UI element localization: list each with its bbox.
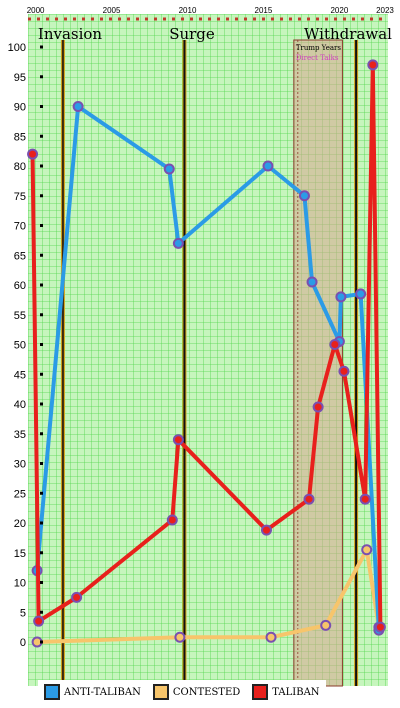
data-point-2-8 [329,339,341,350]
y-tick-0: 0 [20,637,26,649]
data-point-0-4 [262,160,274,172]
y-tick-mark-50 [40,343,43,346]
y-tick-mark-35 [40,432,43,436]
data-point-2-2 [71,591,83,603]
y-tick-35: 35 [14,429,26,441]
legend-swatch-taliban [252,684,269,700]
y-tick-100: 100 [8,42,26,54]
y-tick-mark-15 [40,551,43,555]
y-tick-20: 20 [14,518,26,530]
y-tick-mark-20 [40,521,43,525]
legend-label-taliban: TALIBAN [272,686,320,698]
y-tick-25: 25 [14,488,26,500]
data-point-2-3 [166,514,178,526]
data-point-0-2 [163,163,175,175]
legend-swatch-contested [152,684,169,700]
y-tick-mark-45 [40,372,43,376]
y-tick-mark-55 [40,313,43,317]
y-tick-95: 95 [14,72,26,84]
data-point-2-5 [260,524,272,536]
y-tick-mark-85 [40,134,43,138]
data-point-0-8 [335,291,347,303]
y-tick-30: 30 [14,459,26,471]
data-point-2-12 [374,621,386,633]
chart-legend: ANTI-TALIBAN CONTESTED TALIBAN [38,680,326,704]
y-tick-mark-80 [40,164,43,168]
y-tick-50: 50 [14,340,26,352]
x-tick-2023: 2023 [376,6,394,15]
data-point-2-4 [172,434,184,446]
y-tick-15: 15 [14,548,26,560]
x-tick-2005: 2005 [103,6,121,15]
y-tick-10: 10 [14,578,26,590]
data-point-2-0 [27,148,39,160]
y-tick-mark-30 [40,462,43,465]
y-tick-mark-5 [40,610,43,614]
y-tick-40: 40 [14,399,26,411]
data-point-1-3 [320,619,332,631]
y-tick-mark-65 [40,253,43,257]
data-point-0-9 [355,288,367,300]
event-label-0: Invasion [38,25,103,43]
y-tick-mark-90 [40,105,43,108]
event-label-2: Withdrawal [304,25,392,43]
y-tick-65: 65 [14,250,26,262]
data-point-0-1 [72,101,84,112]
event-label-1: Surge [169,25,215,43]
y-tick-mark-25 [40,491,43,495]
y-tick-mark-10 [40,581,43,584]
y-tick-mark-75 [40,194,43,198]
legend-item-anti-taliban: ANTI-TALIBAN [44,684,141,700]
legend-item-taliban: TALIBAN [252,684,320,700]
data-point-2-10 [359,493,371,505]
legend-swatch-anti-taliban [44,684,60,700]
data-point-0-3 [172,237,184,249]
y-tick-60: 60 [14,280,26,292]
y-tick-85: 85 [14,131,26,143]
x-tick-2010: 2010 [179,6,197,15]
legend-label-contested: CONTESTED [172,686,241,698]
data-point-0-6 [306,276,318,288]
data-point-2-7 [312,401,324,413]
y-tick-mark-40 [40,402,43,406]
y-tick-mark-0 [40,640,43,644]
x-tick-2015: 2015 [255,6,273,15]
y-tick-70: 70 [14,221,26,233]
x-tick-2020: 2020 [330,6,348,15]
data-point-1-2 [265,631,277,643]
y-tick-75: 75 [14,191,26,203]
data-point-2-9 [338,365,350,377]
legend-label-anti-taliban: ANTI-TALIBAN [64,686,141,698]
data-point-0-5 [298,190,310,202]
y-tick-mark-60 [40,283,43,287]
y-tick-5: 5 [20,607,26,619]
y-tick-55: 55 [14,310,26,322]
y-tick-mark-95 [40,75,43,79]
trump-years-band [293,39,343,687]
y-tick-mark-100 [40,45,43,49]
trump-years-label: Trump Years [296,44,342,52]
data-point-2-6 [303,493,315,505]
data-point-1-4 [361,544,373,556]
data-point-1-1 [174,631,186,643]
y-tick-90: 90 [14,102,26,114]
data-point-2-1 [33,615,45,627]
y-tick-80: 80 [14,161,26,173]
direct-talks-label: Direct Talks [296,54,339,62]
x-tick-2000: 2000 [27,6,45,15]
legend-item-contested: CONTESTED [152,684,241,700]
series-line-1 [35,547,381,644]
data-point-2-11 [367,59,379,71]
y-tick-45: 45 [14,369,26,381]
y-tick-mark-70 [40,224,43,227]
